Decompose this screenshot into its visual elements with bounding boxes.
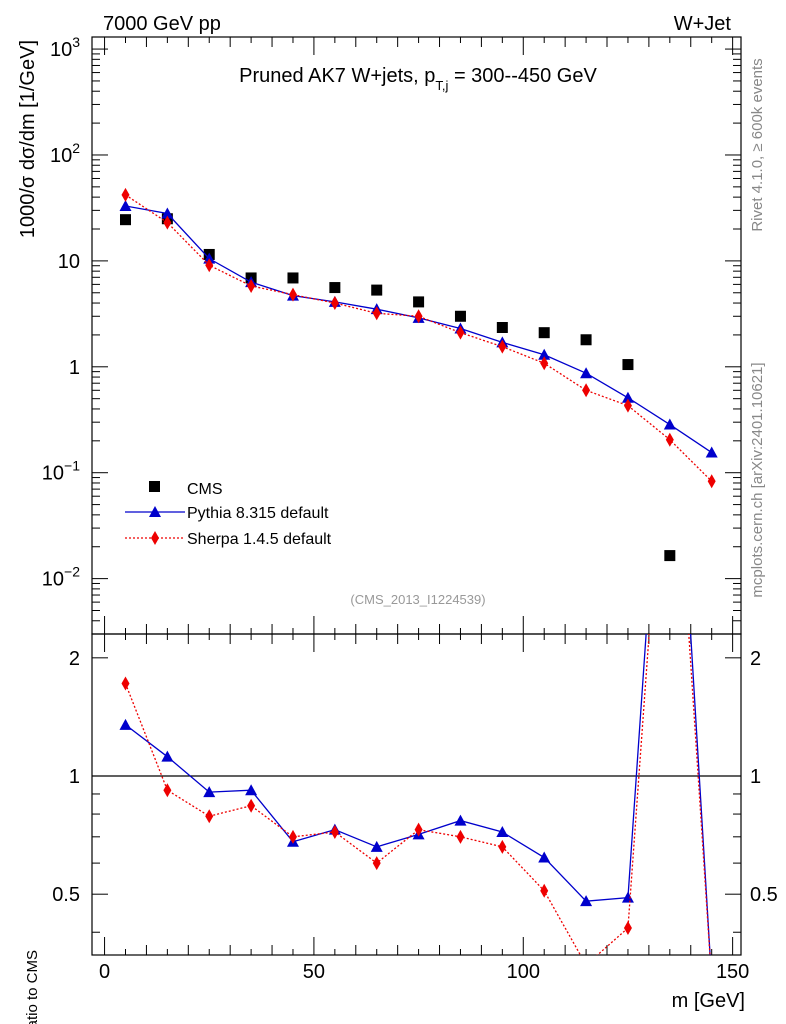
ratio-point-pythia <box>454 814 467 826</box>
main-point-cms <box>119 214 131 226</box>
ratio-data-marks <box>119 634 711 955</box>
ratio-point-pythia <box>161 750 174 762</box>
main-y-tick-label: 103 <box>50 34 80 61</box>
ratio-xlabel: m [GeV] <box>672 990 745 1012</box>
main-data-marks <box>119 187 718 562</box>
ratio-x-tick-label: 50 <box>303 961 325 983</box>
ratio-point-sherpa <box>205 809 214 824</box>
ratio-point-sherpa <box>288 829 297 844</box>
main-point-sherpa <box>163 215 172 230</box>
ratio-y-tick-label: 2 <box>69 648 80 670</box>
ratio-y-tick-label: 2 <box>750 648 761 670</box>
main-point-sherpa <box>540 356 549 371</box>
main-point-sherpa <box>582 383 591 398</box>
ratio-point-pythia <box>119 718 132 730</box>
rivet-label: Rivet 4.1.0, ≥ 600k events <box>749 58 766 231</box>
analysis-id: (CMS_2013_I1224539) <box>350 592 485 607</box>
ratio-point-sherpa <box>121 676 130 691</box>
main-point-pythia <box>119 199 132 211</box>
main-point-sherpa <box>372 306 381 321</box>
main-point-sherpa <box>623 398 632 413</box>
main-point-cms <box>496 321 508 333</box>
main-point-sherpa <box>414 309 423 324</box>
ratio-point-pythia <box>580 895 593 907</box>
main-point-pythia <box>663 418 676 430</box>
main-point-pythia <box>705 446 718 458</box>
legend-label-pythia: Pythia 8.315 default <box>187 505 329 522</box>
ratio-point-sherpa <box>163 783 172 798</box>
main-ylabel: 1000/σ dσ/dm [1/GeV] <box>17 40 39 238</box>
main-y-tick-label: 10 <box>58 251 80 273</box>
legend: CMS Pythia 8.315 default Sherpa 1.4.5 de… <box>125 481 332 548</box>
main-y-tick-label: 10−2 <box>42 564 80 591</box>
header-right: W+Jet <box>674 13 732 35</box>
ratio-point-pythia <box>496 826 509 838</box>
header-left: 7000 GeV pp <box>103 13 221 35</box>
main-point-sherpa <box>498 339 507 354</box>
main-point-cms <box>538 327 550 339</box>
ratio-y-tick-label: 0.5 <box>52 884 80 906</box>
legend-marker-cms <box>149 481 160 492</box>
plot-title: Pruned AK7 W+jets, pT,j = 300--450 GeV <box>239 65 597 93</box>
main-point-sherpa <box>665 432 674 447</box>
main-point-sherpa <box>205 258 214 273</box>
main-point-pythia <box>538 348 551 360</box>
main-point-cms <box>413 296 425 308</box>
ratio-x-tick-label: 100 <box>507 961 540 983</box>
main-point-cms <box>580 334 592 346</box>
ratio-y-tick-label: 1 <box>69 766 80 788</box>
main-point-sherpa <box>121 187 130 202</box>
main-point-sherpa <box>456 325 465 340</box>
main-y-tick-label: 1 <box>69 357 80 379</box>
legend-marker-sherpa <box>151 531 159 545</box>
ratio-ylabel: Ratio to CMS <box>24 950 41 1024</box>
main-point-cms <box>454 310 466 322</box>
ratio-y-tick-label: 0.5 <box>750 884 778 906</box>
mcplots-label: mcplots.cern.ch [arXiv:2401.10621] <box>749 362 766 597</box>
main-point-sherpa <box>288 287 297 302</box>
ratio-line-sherpa <box>124 634 711 955</box>
ratio-point-pythia <box>538 851 551 863</box>
main-line-sherpa <box>125 194 713 482</box>
legend-label-cms: CMS <box>187 481 223 498</box>
main-point-cms <box>371 284 383 296</box>
ratio-point-sherpa <box>623 921 632 936</box>
main-point-pythia <box>580 367 593 379</box>
ratio-point-pythia <box>245 784 258 796</box>
ratio-point-pythia <box>203 786 216 798</box>
ratio-plot-frame <box>91 633 742 956</box>
legend-label-sherpa: Sherpa 1.4.5 default <box>187 531 332 548</box>
main-point-pythia <box>161 207 174 219</box>
ratio-axis-ticks: 0 50 100 150 2 2 1 1 0.5 0.5 <box>52 634 778 983</box>
main-point-cms <box>622 359 634 371</box>
ratio-point-sherpa <box>540 883 549 898</box>
main-y-tick-label: 10−1 <box>42 458 80 485</box>
ratio-y-tick-label: 1 <box>750 766 761 788</box>
ratio-point-sherpa <box>372 856 381 871</box>
main-point-sherpa <box>330 296 339 311</box>
main-point-pythia <box>203 252 216 264</box>
main-point-sherpa <box>707 474 716 489</box>
ratio-point-pythia <box>370 840 383 852</box>
ratio-x-tick-label: 150 <box>716 961 749 983</box>
main-point-pythia <box>621 391 634 403</box>
main-y-tick-label: 102 <box>50 140 80 167</box>
ratio-x-tick-label: 0 <box>99 961 110 983</box>
main-point-sherpa <box>247 278 256 293</box>
ratio-point-pythia <box>621 891 634 903</box>
ratio-point-sherpa <box>330 825 339 840</box>
main-line-pythia <box>125 205 713 454</box>
main-point-cms <box>664 550 676 562</box>
ratio-point-sherpa <box>456 829 465 844</box>
main-point-cms <box>329 282 341 294</box>
legend-marker-pythia <box>149 506 161 517</box>
ratio-point-sherpa <box>498 839 507 854</box>
ratio-point-sherpa <box>247 798 256 813</box>
main-point-cms <box>287 272 299 284</box>
ratio-point-sherpa <box>414 822 423 837</box>
